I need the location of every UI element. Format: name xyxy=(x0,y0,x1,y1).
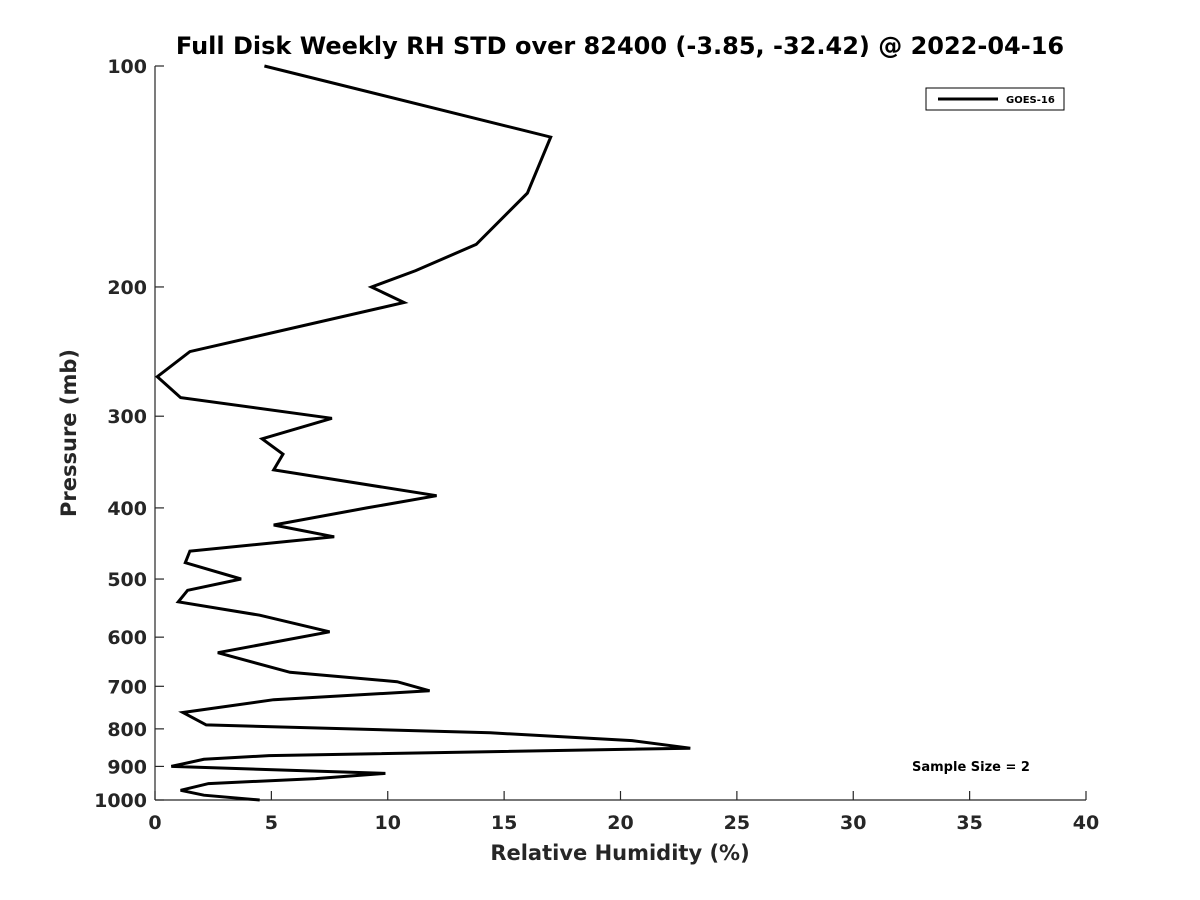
y-tick-label: 400 xyxy=(107,498,147,520)
x-tick-label: 0 xyxy=(148,812,161,834)
x-tick-label: 15 xyxy=(491,812,517,834)
legend-label-goes-16: GOES-16 xyxy=(1006,95,1055,106)
series-layer xyxy=(154,64,691,802)
y-tick-label: 500 xyxy=(107,569,147,591)
x-tick-label: 30 xyxy=(840,812,866,834)
y-tick-label: 600 xyxy=(107,627,147,649)
y-tick-label: 200 xyxy=(107,277,147,299)
y-tick-label: 800 xyxy=(107,719,147,741)
y-tick-label: 1000 xyxy=(94,790,147,812)
series-line-goes-16 xyxy=(154,64,691,802)
x-tick-label: 10 xyxy=(375,812,401,834)
chart-title: Full Disk Weekly RH STD over 82400 (-3.8… xyxy=(176,32,1064,60)
y-ticks: 100 200 300 400 500 600 700 800 900 1000 xyxy=(94,56,164,812)
x-tick-label: 5 xyxy=(265,812,278,834)
x-tick-label: 35 xyxy=(956,812,982,834)
y-tick-label: 300 xyxy=(107,406,147,428)
y-tick-label: 700 xyxy=(107,676,147,698)
y-axis-label: Pressure (mb) xyxy=(57,349,81,517)
x-ticks: 0 5 10 15 20 25 30 35 40 xyxy=(148,791,1099,834)
legend: GOES-16 xyxy=(925,87,1065,111)
x-axis-label: Relative Humidity (%) xyxy=(490,841,749,865)
x-tick-label: 25 xyxy=(724,812,750,834)
x-tick-label: 20 xyxy=(607,812,633,834)
y-tick-label: 100 xyxy=(107,56,147,78)
x-tick-label: 40 xyxy=(1073,812,1099,834)
y-tick-label: 900 xyxy=(107,756,147,778)
sample-size-annotation: Sample Size = 2 xyxy=(912,760,1030,775)
